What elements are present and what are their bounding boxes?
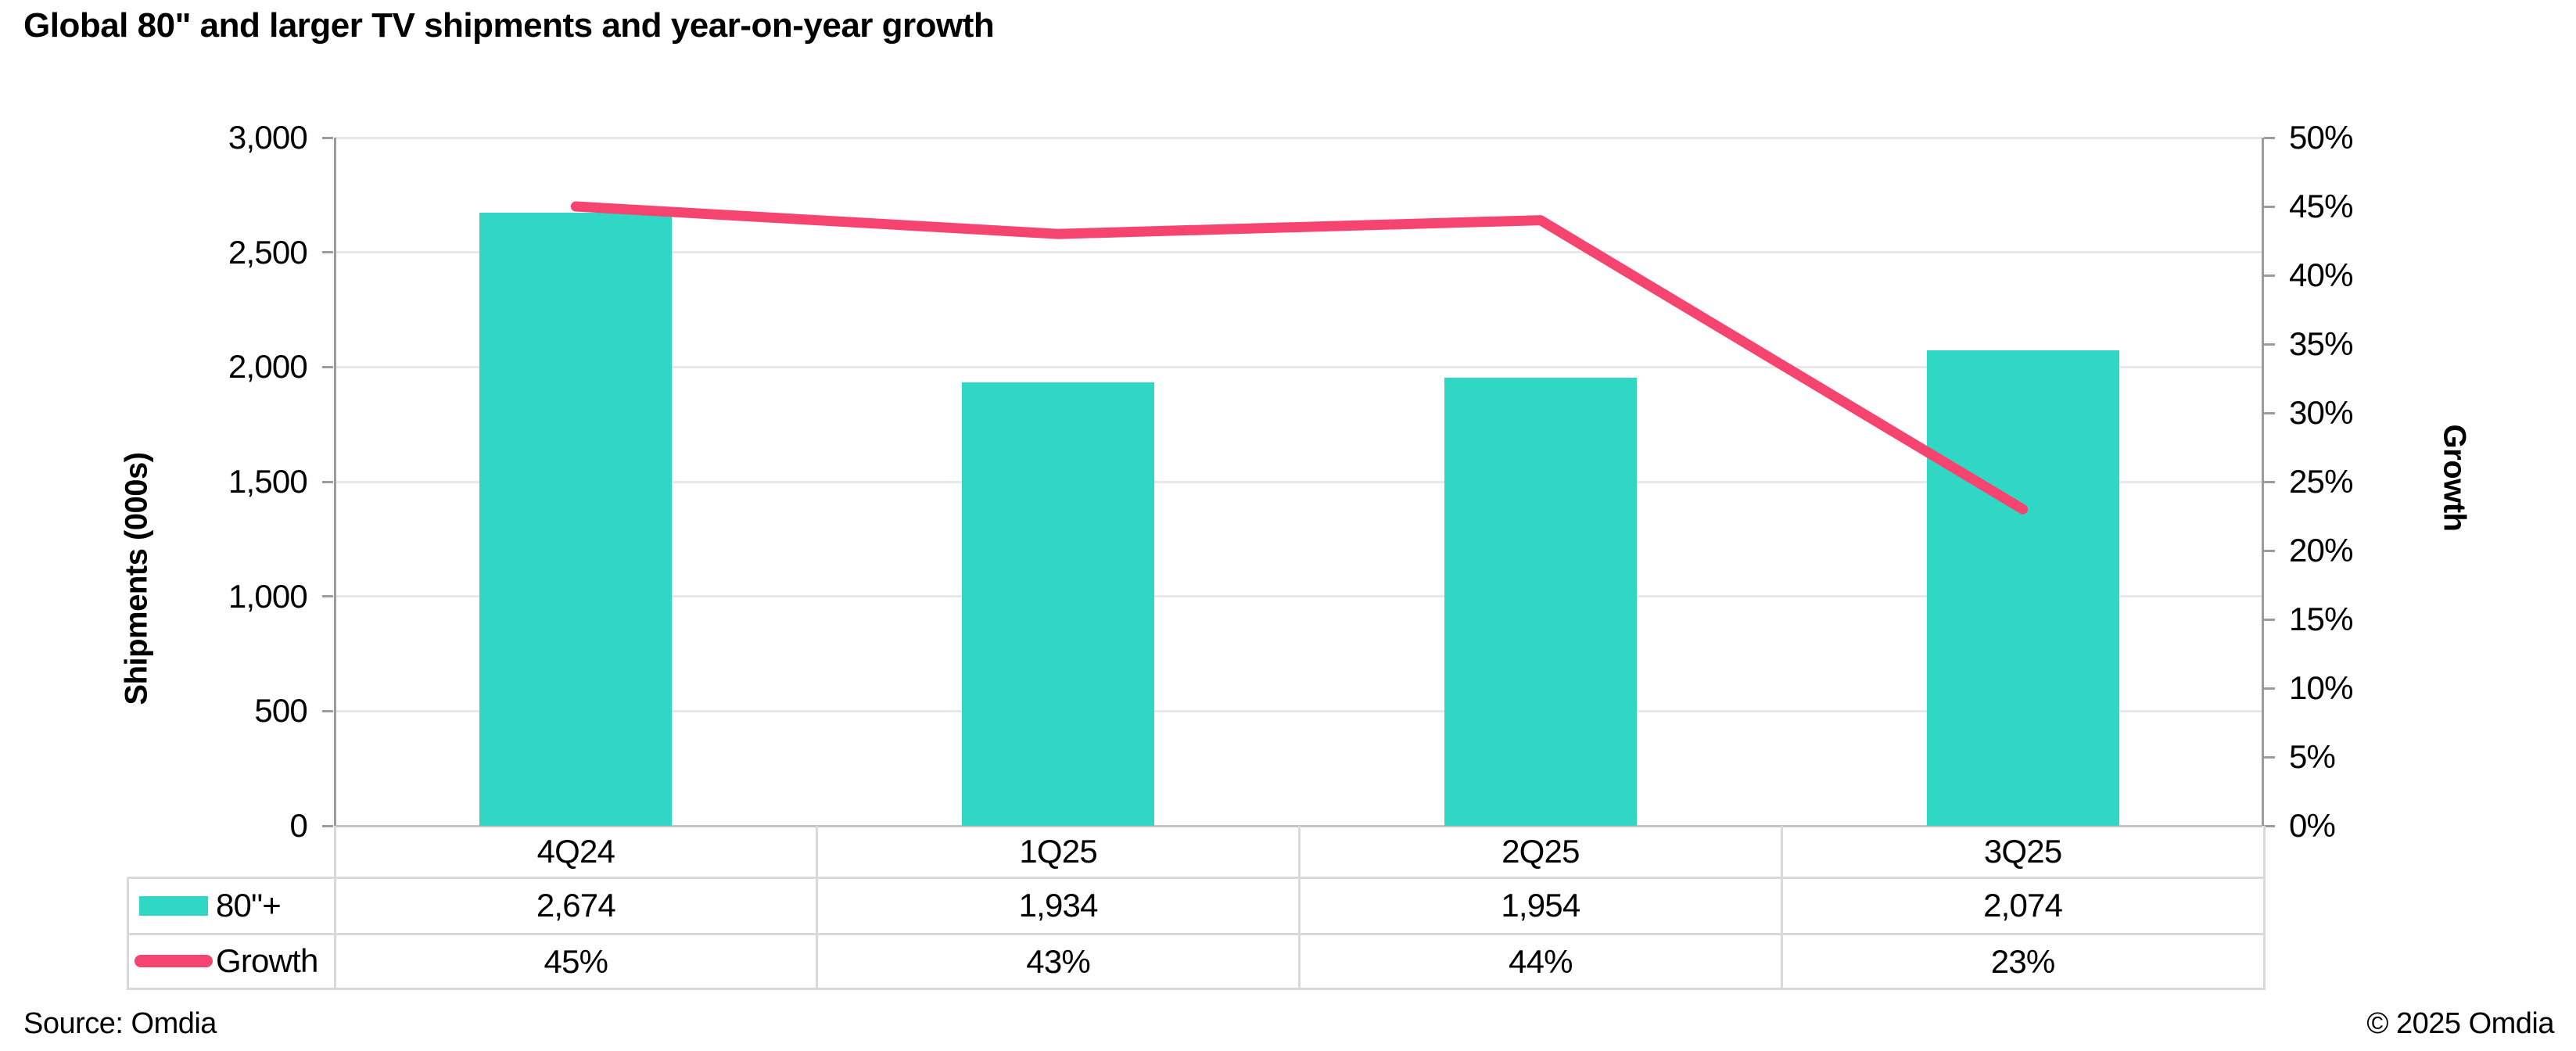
right-axis-tick bbox=[2264, 480, 2275, 483]
table-value-cell-growth: 44% bbox=[1509, 943, 1573, 980]
table-border-v bbox=[126, 877, 129, 990]
right-axis-tick-label: 35% bbox=[2289, 325, 2353, 362]
left-axis-tick-label: 2,000 bbox=[228, 348, 308, 386]
right-axis-tick-label: 25% bbox=[2289, 463, 2353, 500]
right-axis-line bbox=[2261, 138, 2264, 826]
table-border-v bbox=[1780, 826, 1783, 877]
table-value-cell-shipments: 1,934 bbox=[1018, 887, 1099, 924]
bar-2q25 bbox=[1444, 377, 1637, 826]
table-border-v bbox=[2262, 826, 2266, 877]
right-axis-tick-label: 5% bbox=[2289, 738, 2336, 775]
table-border-h bbox=[127, 987, 2264, 990]
bar-4q24 bbox=[479, 212, 673, 826]
bar-1q25 bbox=[962, 382, 1155, 826]
gridline bbox=[335, 595, 2262, 598]
right-axis-tick bbox=[2264, 274, 2275, 277]
table-header-cell: 3Q25 bbox=[1983, 833, 2062, 870]
table-header-cell: 2Q25 bbox=[1501, 833, 1580, 870]
table-value-cell-growth: 45% bbox=[544, 943, 608, 980]
right-axis-tick-label: 20% bbox=[2289, 532, 2353, 569]
table-header-cell: 4Q24 bbox=[536, 833, 615, 870]
right-axis-tick bbox=[2264, 205, 2275, 208]
left-axis-tick-label: 1,000 bbox=[228, 577, 308, 615]
table-border-v bbox=[1298, 826, 1301, 877]
table-header-cell: 1Q25 bbox=[1019, 833, 1097, 870]
gridline bbox=[335, 251, 2262, 254]
growth-line bbox=[570, 201, 2029, 515]
right-axis-tick bbox=[2264, 343, 2275, 346]
gridline bbox=[335, 136, 2262, 139]
right-axis-tick bbox=[2264, 549, 2275, 552]
right-axis-tick bbox=[2264, 755, 2275, 759]
table-value-cell-shipments: 2,674 bbox=[536, 887, 616, 924]
right-axis-tick-label: 15% bbox=[2289, 601, 2353, 637]
right-axis-tick bbox=[2264, 687, 2275, 690]
left-axis-tick bbox=[322, 824, 333, 827]
table-border-v bbox=[1780, 877, 1783, 990]
left-axis-tick-label: 1,500 bbox=[228, 463, 308, 500]
right-axis-tick-label: 50% bbox=[2289, 119, 2353, 156]
gridline bbox=[335, 365, 2262, 368]
legend-label-bar: 80"+ bbox=[216, 887, 282, 924]
right-axis-tick-label: 10% bbox=[2289, 669, 2353, 706]
bar-3q25 bbox=[1926, 350, 2119, 826]
table-border-h bbox=[127, 932, 2264, 935]
right-axis-tick bbox=[2264, 618, 2275, 621]
right-axis-tick bbox=[2264, 136, 2275, 139]
table-border-v bbox=[816, 826, 819, 877]
left-axis-line bbox=[333, 138, 336, 826]
left-axis-tick bbox=[322, 365, 333, 368]
right-axis-tick bbox=[2264, 411, 2275, 414]
table-border-v bbox=[816, 877, 819, 990]
copyright-note: © 2025 Omdia bbox=[2366, 1007, 2554, 1040]
table-border-v bbox=[333, 826, 336, 877]
table-border-v bbox=[333, 877, 336, 990]
table-border-v bbox=[1298, 877, 1301, 990]
chart-title: Global 80" and larger TV shipments and y… bbox=[23, 6, 995, 45]
right-axis-tick bbox=[2264, 824, 2275, 827]
table-border-h bbox=[127, 876, 2264, 879]
left-axis-tick-label: 0 bbox=[289, 807, 307, 844]
legend-label-line: Growth bbox=[216, 942, 318, 979]
table-value-cell-shipments: 1,954 bbox=[1501, 887, 1580, 924]
left-axis-tick bbox=[322, 595, 333, 598]
left-axis-tick-label: 500 bbox=[254, 692, 307, 730]
gridline bbox=[335, 709, 2262, 712]
legend-swatch-bar bbox=[139, 895, 208, 916]
right-axis-tick-label: 45% bbox=[2289, 188, 2353, 224]
left-axis-tick-label: 2,500 bbox=[228, 233, 308, 271]
table-value-cell-growth: 23% bbox=[1990, 943, 2055, 980]
table-border-v bbox=[2262, 877, 2266, 990]
left-axis-tick-label: 3,000 bbox=[228, 119, 308, 156]
left-axis-tick bbox=[322, 709, 333, 712]
table-value-cell-growth: 43% bbox=[1026, 943, 1090, 980]
table-value-cell-shipments: 2,074 bbox=[1983, 887, 2063, 924]
right-axis-tick-label: 0% bbox=[2289, 807, 2336, 844]
legend-swatch-line bbox=[135, 955, 213, 967]
left-axis-tick bbox=[322, 251, 333, 254]
right-axis-tick-label: 30% bbox=[2289, 394, 2353, 431]
right-axis-tick-label: 40% bbox=[2289, 256, 2353, 293]
left-axis-tick bbox=[322, 480, 333, 483]
source-note: Source: Omdia bbox=[23, 1007, 217, 1040]
left-axis-tick bbox=[322, 136, 333, 139]
gridline bbox=[335, 480, 2262, 483]
